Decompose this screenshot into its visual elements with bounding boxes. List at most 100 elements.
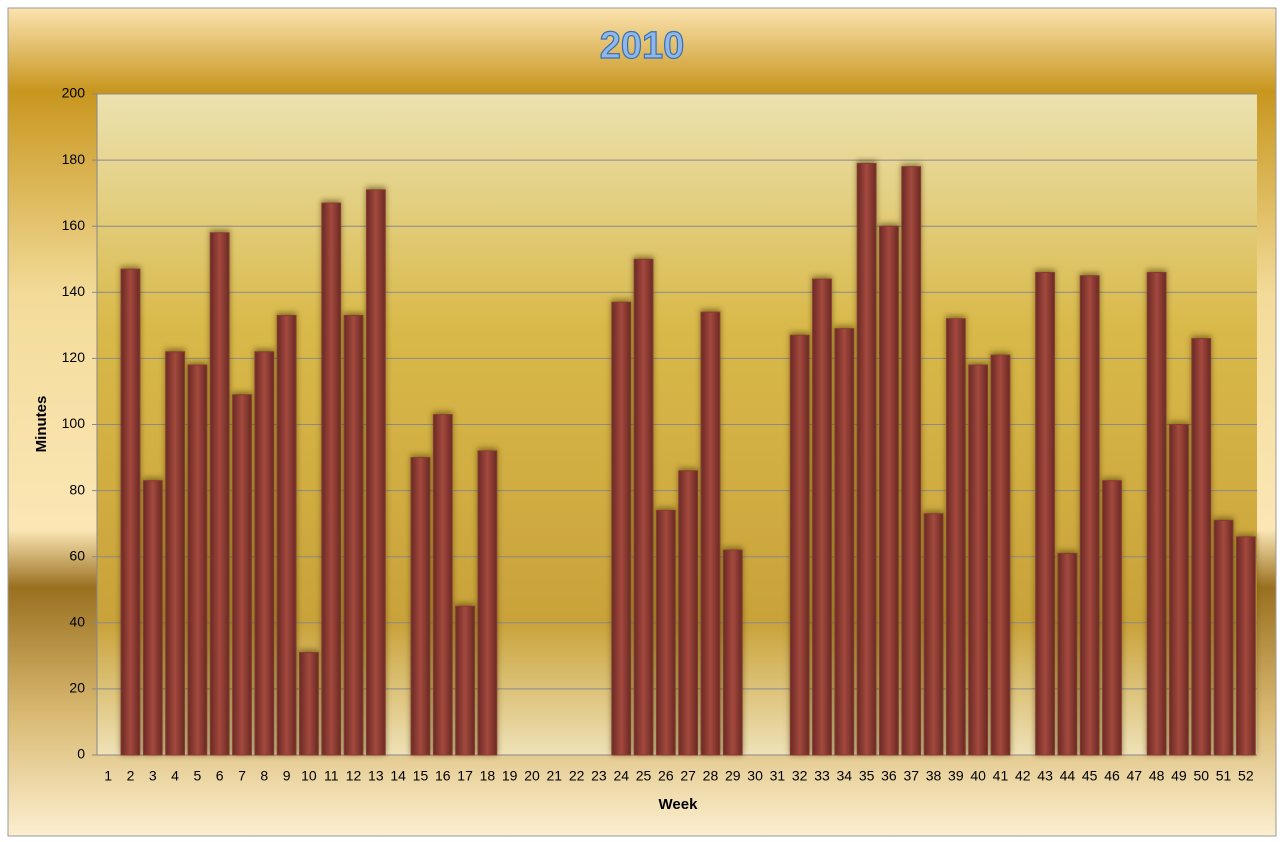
bar [990,354,1011,756]
x-tick-label: 52 [1238,768,1254,784]
x-tick-label: 4 [171,768,179,784]
x-tick-label: 15 [413,768,429,784]
bar [722,549,743,756]
x-tick-label: 40 [970,768,986,784]
bar [276,314,297,756]
bar [901,166,922,756]
x-tick-label: 29 [725,768,741,784]
y-tick-label: 40 [69,614,85,630]
x-tick-label: 5 [193,768,201,784]
x-tick-label: 12 [346,768,362,784]
x-tick-label: 19 [502,768,518,784]
bar [968,364,989,756]
bar [1191,338,1212,756]
bar [923,513,944,756]
x-tick-label: 9 [283,768,291,784]
x-tick-label: 43 [1037,768,1053,784]
bar [1169,424,1189,756]
bar [254,351,275,756]
x-tick-label: 50 [1193,768,1209,784]
y-tick-label: 140 [62,283,86,299]
x-tick-label: 13 [368,768,384,784]
x-tick-label: 11 [324,768,339,784]
x-tick-label: 25 [636,768,652,784]
y-tick-label: 80 [69,481,85,497]
y-tick-label: 200 [62,85,86,101]
x-tick-label: 10 [301,768,317,784]
bar [655,509,676,756]
x-tick-label: 33 [814,768,830,784]
bar [611,301,632,756]
bar [1035,271,1055,756]
x-tick-label: 49 [1171,768,1187,784]
bar [1235,536,1256,756]
x-tick-label: 51 [1216,768,1232,784]
bar [1057,552,1078,756]
x-tick-label: 30 [747,768,763,784]
x-tick-label: 35 [859,768,875,784]
bar [1079,275,1100,756]
x-tick-label: 16 [435,768,451,784]
bar [700,311,721,756]
x-tick-label: 1 [104,768,112,784]
x-tick-label: 37 [903,768,919,784]
bar [321,202,342,756]
bar [142,480,163,756]
bar [1102,480,1122,756]
bar [945,318,966,756]
bar [187,364,208,756]
bar [232,394,252,756]
y-tick-label: 60 [69,547,85,563]
x-tick-label: 17 [457,768,473,784]
chart-title: 2010 [600,25,685,67]
y-tick-label: 180 [62,151,86,167]
bar [678,470,699,756]
bar [299,652,319,756]
x-tick-label: 24 [613,768,629,784]
x-tick-label: 20 [524,768,540,784]
y-tick-label: 0 [77,746,85,762]
x-tick-label: 28 [703,768,719,784]
x-tick-label: 32 [792,768,808,784]
bar [165,351,185,756]
x-tick-label: 47 [1127,768,1143,784]
x-tick-label: 31 [770,768,786,784]
bar [812,278,832,756]
x-tick-label: 44 [1060,768,1076,784]
x-tick-label: 23 [591,768,607,784]
bar [789,334,810,756]
bar [834,328,855,756]
x-tick-label: 2 [127,768,135,784]
x-tick-label: 46 [1104,768,1120,784]
bar [1146,271,1167,756]
x-tick-label: 45 [1082,768,1098,784]
x-axis-title: Week [659,796,699,813]
bar [856,162,877,756]
bar [365,189,386,756]
bar [1213,519,1234,756]
x-tick-label: 21 [547,768,563,784]
x-tick-label: 36 [881,768,897,784]
x-tick-label: 48 [1149,768,1165,784]
x-tick-label: 3 [149,768,157,784]
bar [209,232,230,756]
x-tick-label: 42 [1015,768,1031,784]
bar [455,605,475,756]
x-tick-label: 22 [569,768,585,784]
x-tick-label: 41 [993,768,1009,784]
bar [477,450,498,756]
x-tick-label: 27 [680,768,696,784]
x-tick-label: 34 [837,768,853,784]
x-tick-label: 26 [658,768,674,784]
bar [879,225,899,756]
x-tick-label: 7 [238,768,246,784]
bar [432,414,453,756]
y-axis-title: Minutes [33,396,50,453]
bar [410,457,431,756]
y-tick-label: 120 [62,349,86,365]
x-tick-label: 38 [926,768,942,784]
x-tick-label: 6 [216,768,224,784]
y-tick-label: 160 [62,217,86,233]
